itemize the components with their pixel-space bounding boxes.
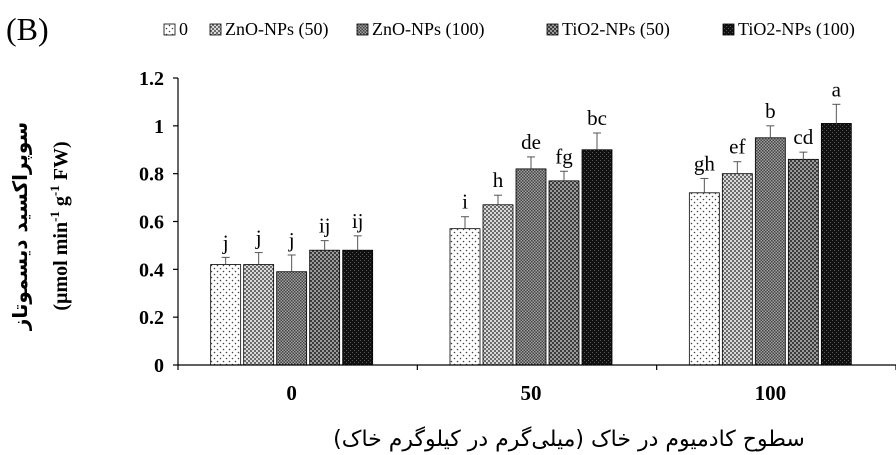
x-axis: 0 50 100 xyxy=(177,364,896,405)
significance-letter: j xyxy=(222,230,229,254)
y-tick-label: 1 xyxy=(154,116,164,138)
y-axis-title-group: سوپراکسید دیسموتاز (µmol min-1 g-1 FW) xyxy=(8,122,72,331)
y-tick-label: 0 xyxy=(154,355,164,377)
panel-label: (B) xyxy=(6,11,49,47)
y-tick-label: 0.8 xyxy=(139,164,164,186)
y-axis: 0 0.2 0.4 0.6 0.8 1 1.2 xyxy=(139,68,179,377)
bar xyxy=(754,137,786,366)
legend-swatch xyxy=(722,23,735,36)
legend-label: 0 xyxy=(179,19,188,39)
bar xyxy=(820,123,852,366)
significance-letter: j xyxy=(288,228,295,252)
legend-swatch xyxy=(546,23,559,36)
bar xyxy=(721,173,753,366)
y-tick-label: 0.2 xyxy=(139,307,164,329)
legend-label: ZnO-NPs (50) xyxy=(225,19,329,40)
bar xyxy=(787,158,819,366)
y-tick-label: 0.6 xyxy=(139,212,164,234)
legend-swatch xyxy=(209,23,222,36)
significance-letter: cd xyxy=(793,125,813,149)
bar xyxy=(243,264,275,366)
bar xyxy=(210,264,242,366)
bar xyxy=(548,180,580,366)
significance-letter: ef xyxy=(729,135,745,159)
x-axis-title: سطوح کادمیوم در خاک (میلی‌گرم در کیلوگرم… xyxy=(333,426,805,452)
y-tick-label: 1.2 xyxy=(139,68,164,90)
legend-label: ZnO-NPs (100) xyxy=(372,19,485,40)
bar xyxy=(309,249,341,366)
legend: 0 ZnO-NPs (50) ZnO-NPs (100) TiO2-NPs (50) T… xyxy=(163,19,855,40)
significance-letter: fg xyxy=(555,144,573,168)
legend-swatch xyxy=(356,23,369,36)
y-axis-title-unit: (µmol min-1 g-1 FW) xyxy=(47,141,72,310)
x-tick-label: 0 xyxy=(286,381,297,405)
significance-letter: gh xyxy=(694,151,716,175)
bar xyxy=(449,228,481,366)
x-tick-label: 100 xyxy=(755,381,787,405)
significance-letter: bc xyxy=(587,106,607,130)
significance-letter: j xyxy=(255,226,262,250)
bar xyxy=(515,168,547,366)
significance-letter: a xyxy=(832,77,842,101)
bar xyxy=(482,204,514,366)
bar xyxy=(581,149,613,366)
bar xyxy=(688,192,720,366)
bar xyxy=(342,249,374,366)
significance-letter: b xyxy=(765,99,776,123)
significance-letter: ij xyxy=(319,214,331,238)
x-tick-label: 50 xyxy=(521,381,542,405)
legend-label: TiO2-NPs (100) xyxy=(738,19,855,40)
y-axis-title-fa: سوپراکسید دیسموتاز xyxy=(8,122,33,331)
legend-swatch xyxy=(163,23,176,36)
significance-letter: h xyxy=(493,168,504,192)
legend-label: TiO2-NPs (50) xyxy=(562,19,670,40)
significance-letter: de xyxy=(521,130,541,154)
y-tick-label: 0.4 xyxy=(139,259,164,281)
bar xyxy=(276,271,308,366)
significance-letter: i xyxy=(462,190,468,214)
significance-letter: ij xyxy=(352,209,364,233)
